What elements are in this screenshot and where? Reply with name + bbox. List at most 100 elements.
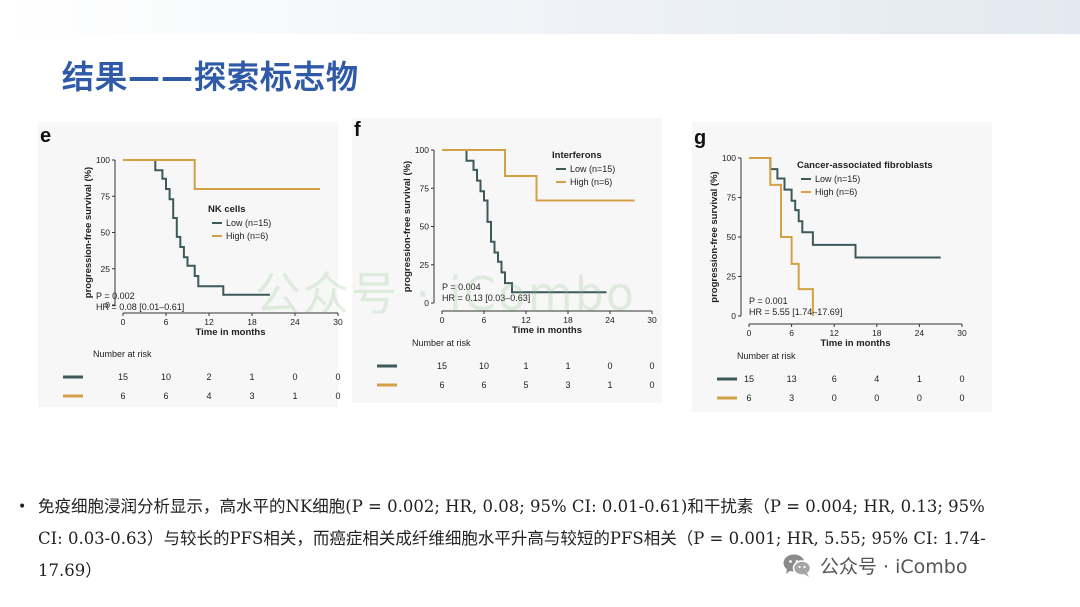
y-tick-label: 50: [420, 222, 430, 232]
legend-entry: High (n=6): [815, 187, 857, 197]
y-axis-title: progression-free survival (%): [709, 171, 720, 302]
risk-count-high: 0: [917, 393, 922, 403]
risk-count-low: 1: [523, 361, 528, 371]
y-tick-label: 25: [727, 272, 737, 282]
footnote-text: 免疫细胞浸润分析显示，高水平的NK细胞(P = 0.002; HR, 0.08;…: [38, 497, 986, 580]
x-tick-label: 18: [563, 315, 573, 325]
risk-count-low: 1: [249, 372, 254, 382]
y-tick-label: 75: [420, 183, 430, 193]
account-label: 公众号 · iCombo: [820, 555, 968, 578]
risk-count-low: 6: [832, 374, 837, 384]
bullet-marker: •: [18, 499, 27, 515]
risk-count-low: 1: [917, 374, 922, 384]
legend-entry: High (n=6): [570, 177, 612, 187]
risk-count-low: 15: [118, 372, 128, 382]
x-tick-label: 30: [333, 317, 343, 327]
x-tick-label: 24: [915, 328, 925, 338]
km-curve-low: [442, 149, 607, 294]
y-tick-label: 75: [101, 191, 111, 201]
panel-label: f: [354, 119, 361, 141]
km-curve-low: [749, 157, 941, 259]
risk-count-low: 10: [161, 372, 171, 382]
y-tick-label: 0: [731, 311, 736, 321]
y-tick-label: 100: [722, 153, 736, 163]
y-tick-label: 75: [727, 193, 737, 203]
legend-entry: Low (n=15): [226, 218, 271, 228]
risk-count-low: 1: [565, 361, 570, 371]
y-axis-title: progression-free survival (%): [402, 161, 413, 292]
km-curve-low: [123, 159, 270, 296]
risk-count-high: 0: [649, 380, 654, 390]
risk-count-low: 15: [437, 361, 447, 371]
risk-count-high: 5: [523, 380, 528, 390]
panel-label: e: [40, 125, 51, 147]
y-tick-label: 50: [101, 228, 111, 238]
risk-count-high: 3: [249, 391, 254, 401]
legend-title: NK cells: [208, 204, 246, 215]
y-tick-label: 25: [420, 260, 430, 270]
wechat-icon: [783, 554, 812, 577]
x-tick-label: 30: [957, 328, 967, 338]
x-tick-label: 0: [747, 328, 752, 338]
account-signature: 公众号 · iCombo: [782, 550, 967, 580]
x-tick-label: 12: [204, 317, 214, 327]
y-tick-label: 25: [101, 264, 111, 274]
x-axis-title: Time in months: [512, 325, 582, 336]
risk-count-low: 13: [787, 374, 797, 384]
risk-count-high: 1: [607, 380, 612, 390]
risk-table-title: Number at risk: [737, 351, 796, 361]
annotation-text: P = 0.001: [749, 296, 788, 306]
km-panel-g: g 0 25 50 75 100 0 6 12 18 24 30 Time in months progr…: [692, 122, 992, 412]
y-axis-title: progression-free survival (%): [83, 167, 94, 298]
x-axis-title: Time in months: [195, 327, 265, 338]
annotation-text: HR = 5.55 [1.74–17.69]: [749, 307, 842, 317]
risk-count-high: 6: [163, 391, 168, 401]
risk-count-low: 10: [479, 361, 489, 371]
x-tick-label: 0: [440, 315, 445, 325]
x-tick-label: 30: [647, 315, 657, 325]
annotation-text: P = 0.002: [96, 291, 135, 301]
risk-count-low: 2: [206, 372, 211, 382]
x-tick-label: 24: [290, 317, 300, 327]
x-tick-label: 18: [872, 328, 882, 338]
x-tick-label: 18: [247, 317, 257, 327]
annotation-text: P = 0.004: [442, 282, 481, 292]
risk-count-low: 15: [744, 374, 754, 384]
slide-title: 结果——探索标志物: [62, 58, 360, 96]
risk-count-high: 6: [439, 380, 444, 390]
risk-count-low: 0: [649, 361, 654, 371]
risk-count-high: 4: [206, 391, 211, 401]
y-tick-label: 100: [415, 145, 429, 155]
legend-title: Interferons: [552, 150, 602, 161]
x-tick-label: 6: [164, 317, 169, 327]
km-curve-high: [442, 149, 635, 202]
risk-count-low: 0: [607, 361, 612, 371]
risk-table-title: Number at risk: [412, 338, 471, 348]
km-panel-f: f 0 25 50 75 100 0 6 12 18 24 30 Time in months progr…: [352, 118, 662, 403]
km-panel-e: e 0 25 50 75 100 0 6 12 18 24 30 Time in months progr…: [38, 122, 343, 407]
risk-count-high: 0: [832, 393, 837, 403]
risk-count-high: 0: [959, 393, 964, 403]
risk-count-high: 1: [292, 391, 297, 401]
panel-background: [692, 122, 992, 412]
km-curve-high: [749, 157, 814, 316]
panel-label: g: [694, 127, 706, 149]
risk-count-high: 0: [335, 391, 340, 401]
risk-count-low: 0: [959, 374, 964, 384]
risk-count-low: 0: [292, 372, 297, 382]
x-tick-label: 12: [829, 328, 839, 338]
risk-count-low: 0: [335, 372, 340, 382]
x-tick-label: 12: [521, 315, 531, 325]
risk-count-high: 6: [746, 393, 751, 403]
risk-count-low: 4: [874, 374, 879, 384]
x-tick-label: 24: [605, 315, 615, 325]
x-axis-title: Time in months: [820, 338, 890, 349]
risk-count-high: 0: [874, 393, 879, 403]
y-tick-label: 0: [105, 300, 110, 310]
x-tick-label: 6: [482, 315, 487, 325]
legend-title: Cancer-associated fibroblasts: [797, 160, 933, 171]
y-tick-label: 100: [96, 155, 110, 165]
x-tick-label: 0: [121, 317, 126, 327]
